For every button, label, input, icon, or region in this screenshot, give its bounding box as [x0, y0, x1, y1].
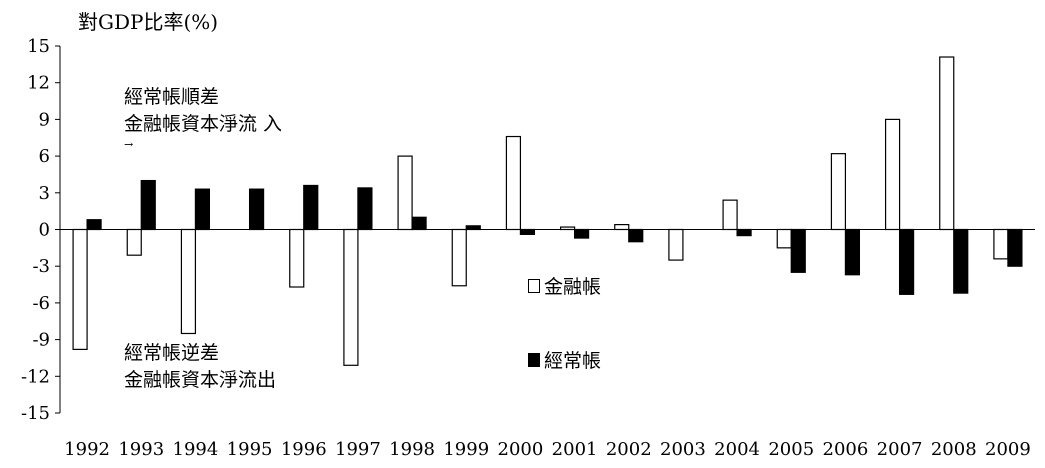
- bar-financial-account: [505, 135, 522, 231]
- x-tick-label: 1996: [281, 439, 327, 460]
- x-tick-label: 1997: [335, 439, 381, 460]
- legend-swatch-black: [528, 352, 540, 367]
- y-tick-label: -3: [32, 256, 50, 277]
- bar-current-account: [790, 228, 806, 273]
- x-tick-label: 2002: [606, 439, 652, 460]
- bar-financial-account: [289, 228, 305, 288]
- bar-financial-account: [722, 199, 738, 231]
- bar-financial-account: [884, 118, 901, 231]
- x-tick-label: 2009: [985, 439, 1031, 460]
- bar-financial-account: [343, 228, 359, 366]
- bars: [72, 56, 1023, 366]
- legend-label-current: 經常帳: [544, 350, 602, 372]
- x-tick-label: 1998: [389, 439, 435, 460]
- x-tick-label: 2007: [877, 439, 923, 460]
- bar-financial-account: [451, 228, 467, 287]
- bar-financial-account: [126, 228, 142, 256]
- legend-item-current: 經常帳: [528, 346, 601, 373]
- x-tick-label: 1992: [64, 439, 110, 460]
- bar-financial-account: [993, 228, 1009, 260]
- x-tick-label: 2000: [498, 439, 544, 460]
- x-tick-label: 1994: [173, 439, 219, 460]
- bar-current-account: [1007, 228, 1023, 267]
- bar-current-account: [140, 179, 156, 231]
- bar-current-account: [248, 188, 265, 231]
- annotation-deficit: 經常帳逆差 金融帳資本淨流出: [124, 340, 276, 394]
- x-tick-label: 1993: [118, 439, 164, 460]
- y-tick-label: 12: [27, 73, 50, 94]
- y-tick-label: 0: [39, 220, 50, 241]
- x-tick-label: 1999: [443, 439, 489, 460]
- bar-financial-account: [830, 153, 847, 231]
- bar-current-account: [411, 216, 427, 231]
- y-tick-label: -12: [21, 366, 50, 387]
- y-tick-label: -15: [21, 403, 50, 424]
- bar-financial-account: [397, 155, 413, 231]
- y-tick-label: -9: [32, 330, 50, 351]
- bar-current-account: [844, 228, 861, 276]
- bar-current-account: [628, 228, 644, 243]
- x-tick-label: 2001: [552, 439, 598, 460]
- x-tick-label: 2006: [823, 439, 869, 460]
- bar-current-account: [519, 228, 536, 235]
- x-tick-label: 2008: [931, 439, 977, 460]
- annotation-arrow: →: [124, 138, 134, 151]
- annotation-surplus-line1: 經常帳順差: [124, 86, 220, 108]
- y-tick-label: 3: [39, 183, 50, 204]
- legend-swatch-white: [528, 278, 540, 293]
- bar-current-account: [357, 187, 373, 231]
- bar-current-account: [86, 219, 102, 231]
- bar-current-account: [573, 228, 590, 239]
- bar-financial-account: [614, 224, 630, 231]
- bar-current-account: [898, 228, 915, 295]
- bar-current-account: [953, 228, 969, 294]
- x-tick-label: 2004: [714, 439, 760, 460]
- bar-current-account: [465, 225, 481, 231]
- tick-labels: 15 12 9 6 3 0 -3 -6 -9 -12 -15 1992 1993 1994 1995 1996…: [21, 36, 1031, 460]
- bar-financial-account: [559, 226, 576, 231]
- x-tick-label: 1995: [227, 439, 273, 460]
- axes: [55, 45, 1035, 414]
- y-tick-label: -6: [32, 293, 50, 314]
- bar-current-account: [303, 184, 319, 231]
- bar-financial-account: [180, 228, 197, 335]
- y-axis-title: 對GDP比率(%): [78, 10, 219, 34]
- bar-current-account: [736, 228, 752, 237]
- bar-current-account: [194, 188, 211, 231]
- x-tick-label: 2003: [660, 439, 706, 460]
- annotation-deficit-line2: 金融帳資本淨流出: [124, 369, 277, 391]
- bar-financial-account: [939, 56, 955, 231]
- bar-financial-account: [776, 228, 792, 249]
- legend-item-financial: 金融帳: [528, 272, 601, 299]
- bar-financial-account: [668, 228, 684, 261]
- y-tick-label: 15: [27, 36, 50, 57]
- legend-label-financial: 金融帳: [544, 276, 602, 298]
- annotation-deficit-line1: 經常帳逆差: [124, 342, 220, 364]
- annotation-surplus-line2: 金融帳資本淨流 入: [124, 113, 283, 135]
- y-tick-label: 9: [39, 109, 50, 130]
- annotation-surplus: 經常帳順差 金融帳資本淨流 入 →: [124, 84, 282, 152]
- y-tick-label: 6: [39, 146, 50, 167]
- x-tick-label: 2005: [768, 439, 814, 460]
- bar-financial-account: [72, 228, 88, 350]
